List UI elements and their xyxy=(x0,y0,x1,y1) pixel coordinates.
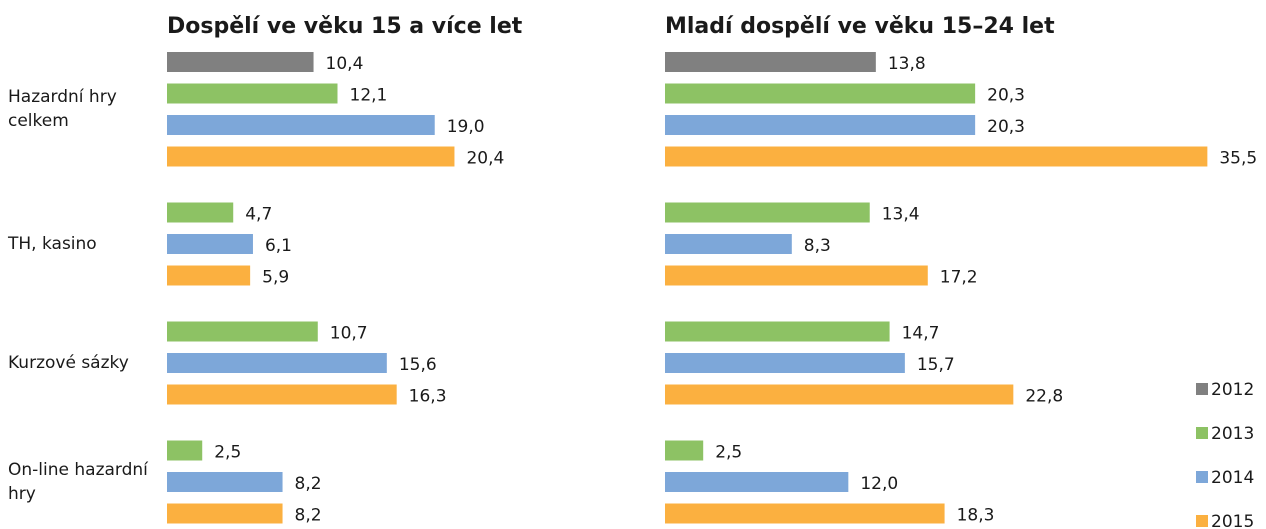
bar xyxy=(665,83,976,104)
category-label: On-line hazardní hry xyxy=(8,460,148,504)
value-label: 14,7 xyxy=(902,324,940,344)
value-label: 12,1 xyxy=(350,86,388,106)
value-label: 12,0 xyxy=(860,474,898,494)
value-label: 15,7 xyxy=(917,355,955,375)
bar xyxy=(665,234,792,254)
value-label: 13,4 xyxy=(882,205,920,225)
legend-label: 2015 xyxy=(1211,512,1254,529)
value-label: 5,9 xyxy=(262,268,289,288)
bar xyxy=(665,52,876,72)
bar xyxy=(665,472,849,492)
legend-label: 2012 xyxy=(1211,380,1254,400)
value-label: 35,5 xyxy=(1219,149,1257,169)
bar xyxy=(665,440,704,461)
value-label: 20,4 xyxy=(466,149,504,169)
value-label: 22,8 xyxy=(1025,387,1063,407)
bar xyxy=(665,202,870,223)
bar xyxy=(167,265,251,286)
value-label: 13,8 xyxy=(888,54,926,74)
value-label: 2,5 xyxy=(715,443,742,463)
value-label: 18,3 xyxy=(957,506,995,526)
value-label: 2,5 xyxy=(214,443,241,463)
bar xyxy=(167,384,397,405)
bar xyxy=(665,265,928,286)
bar xyxy=(167,353,387,373)
legend-swatch xyxy=(1196,383,1208,395)
bar xyxy=(665,353,905,373)
legend-swatch xyxy=(1196,515,1208,527)
value-label: 20,3 xyxy=(987,117,1025,137)
bar xyxy=(167,440,203,461)
value-label: 6,1 xyxy=(265,236,292,256)
bar xyxy=(167,115,435,135)
bar xyxy=(167,83,338,104)
value-label: 10,7 xyxy=(330,324,368,344)
bar xyxy=(167,202,234,223)
legend-label: 2014 xyxy=(1211,468,1254,488)
value-label: 8,3 xyxy=(804,236,831,256)
bar xyxy=(167,321,318,342)
bar xyxy=(167,472,283,492)
bar xyxy=(665,115,976,135)
chart-title: Mladí dospělí ve věku 15–24 let xyxy=(665,14,1055,39)
value-label: 19,0 xyxy=(447,117,485,137)
bar xyxy=(167,503,283,524)
legend-swatch xyxy=(1196,471,1208,483)
bar xyxy=(167,146,455,167)
category-label: Hazardní hry celkem xyxy=(8,87,117,132)
legend-label: 2013 xyxy=(1211,424,1254,444)
chart-title: Dospělí ve věku 15 a více let xyxy=(167,14,523,39)
value-label: 8,2 xyxy=(295,474,322,494)
value-label: 8,2 xyxy=(295,506,322,526)
bar xyxy=(167,234,253,254)
bar xyxy=(167,52,314,72)
legend-swatch xyxy=(1196,427,1208,439)
value-label: 16,3 xyxy=(409,387,447,407)
value-label: 17,2 xyxy=(940,268,978,288)
value-label: 4,7 xyxy=(245,205,272,225)
bar xyxy=(665,384,1014,405)
category-label: Kurzové sázky xyxy=(8,353,129,373)
value-label: 10,4 xyxy=(326,54,364,74)
bar xyxy=(665,503,945,524)
bar xyxy=(665,321,890,342)
value-label: 20,3 xyxy=(987,86,1025,106)
value-label: 15,6 xyxy=(399,355,437,375)
category-label: TH, kasino xyxy=(8,234,97,254)
bar xyxy=(665,146,1208,167)
